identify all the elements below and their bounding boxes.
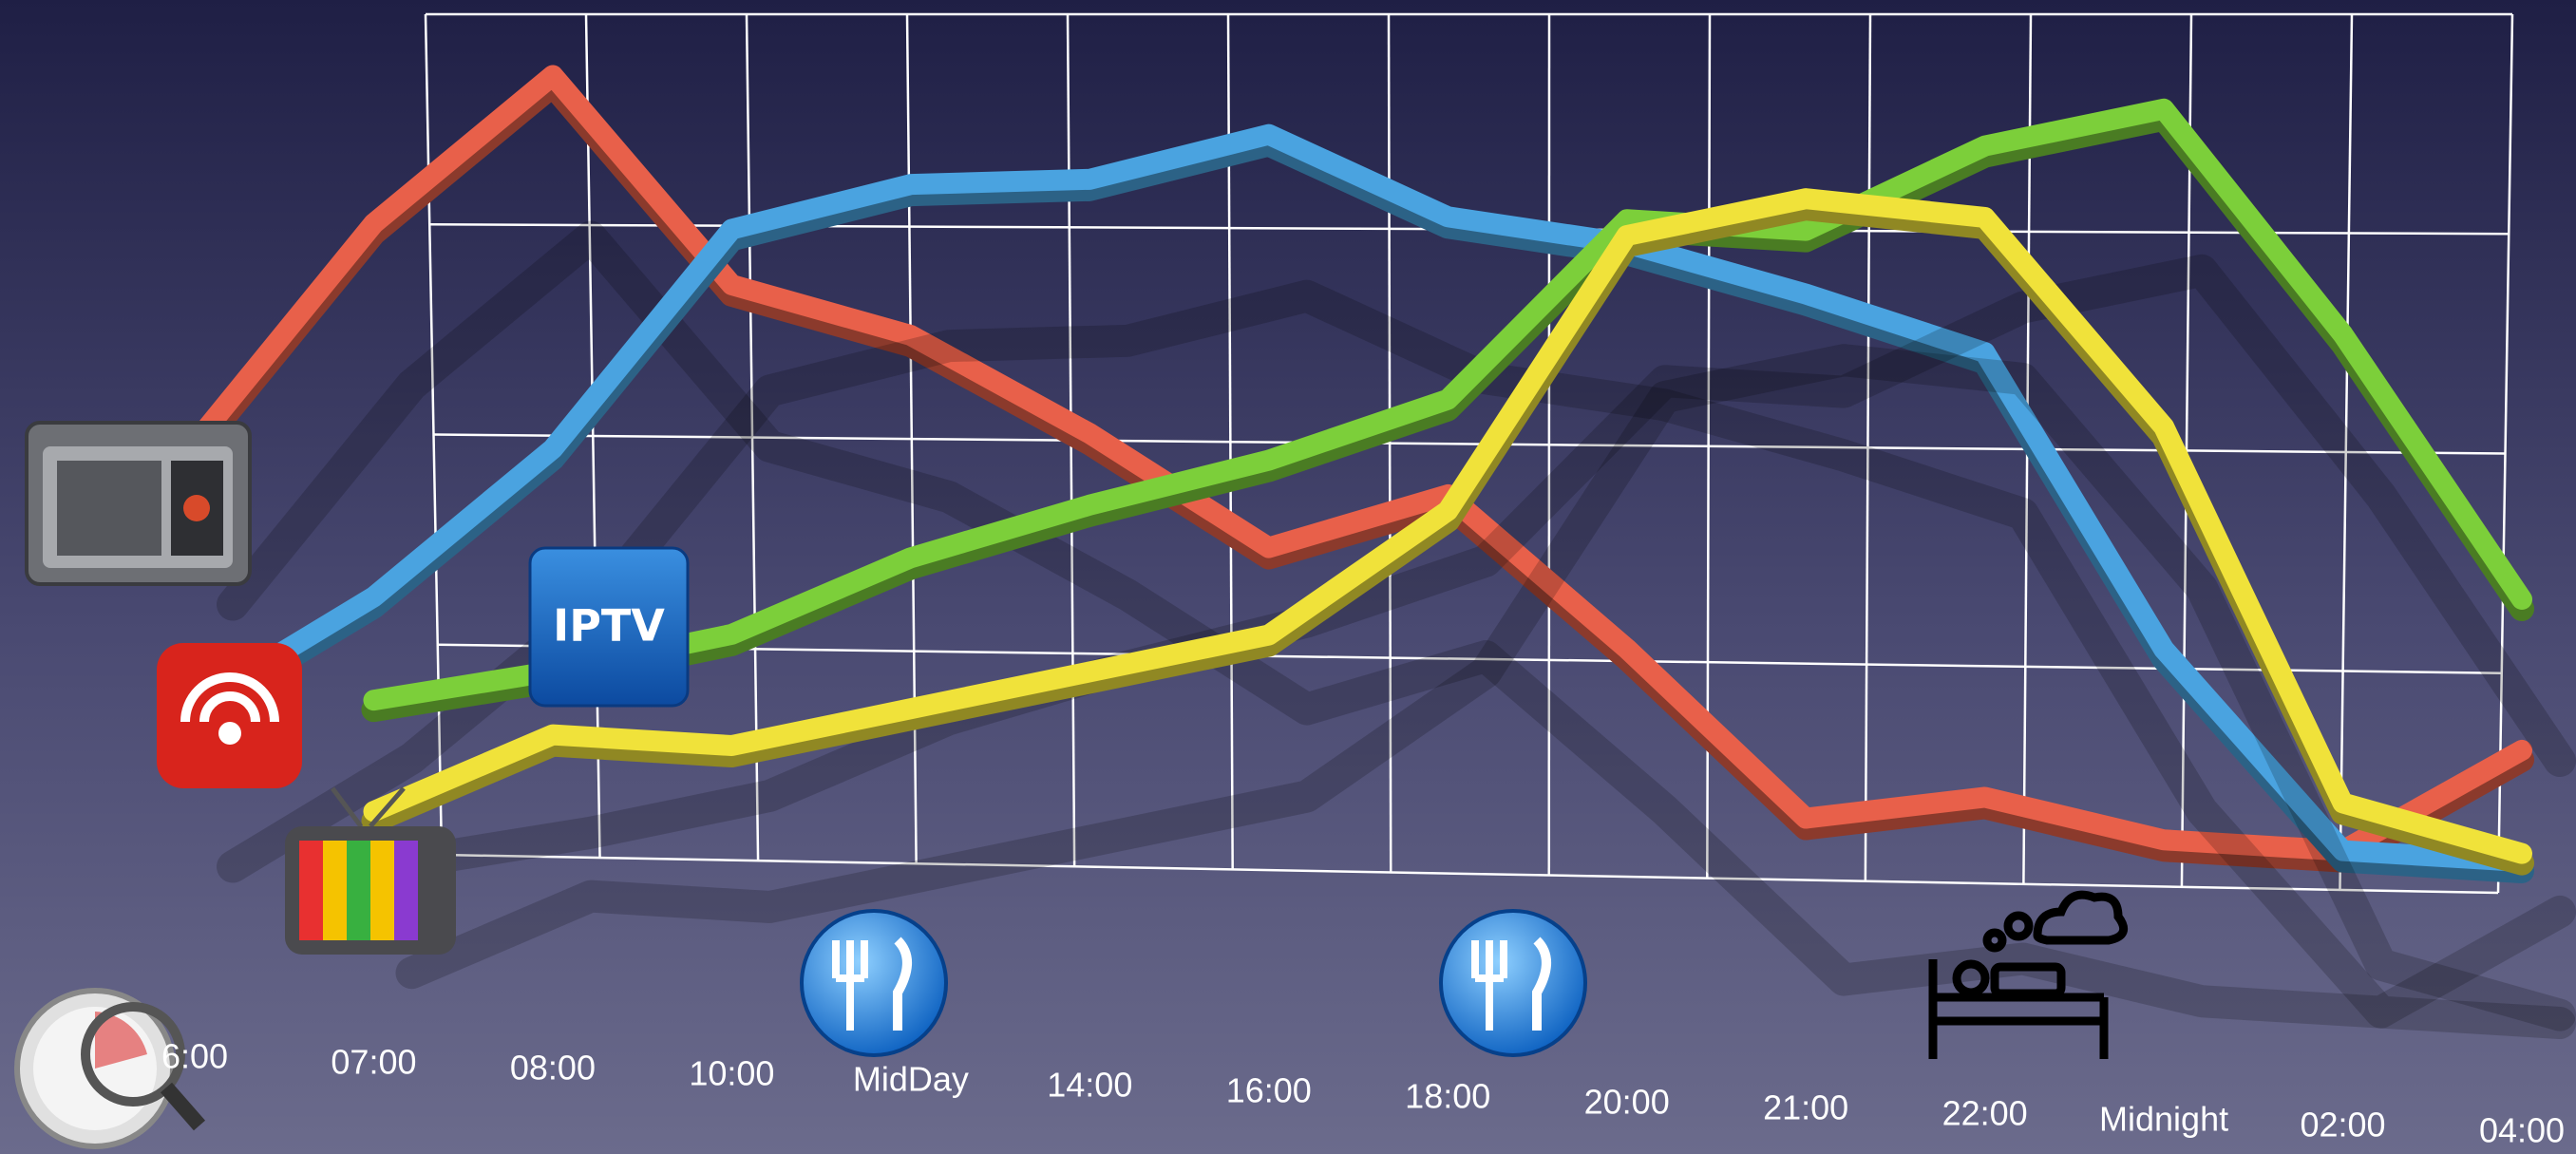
series-line bbox=[363, 188, 2532, 864]
internet-radio-icon bbox=[157, 643, 302, 788]
series-shadow bbox=[395, 344, 2576, 1031]
x-tick-label: Midnight bbox=[2099, 1100, 2228, 1139]
series-line bbox=[184, 65, 2532, 861]
tv-icon bbox=[285, 786, 456, 955]
radio-icon bbox=[25, 421, 252, 586]
x-tick-label: 22:00 bbox=[1942, 1094, 2028, 1133]
iptv-label: IPTV bbox=[553, 600, 665, 652]
iptv-icon: IPTV bbox=[528, 546, 690, 708]
x-tick-label: 20:00 bbox=[1584, 1083, 1670, 1122]
x-tick-label: 08:00 bbox=[510, 1049, 596, 1088]
plot-area bbox=[182, 65, 2576, 1039]
meal-icon bbox=[1439, 909, 1587, 1057]
sleep-icon bbox=[1928, 890, 2129, 1059]
x-axis: 6:00 07:00 08:00 10:00 MidDay 14:00 16:00 18:00… bbox=[161, 1037, 2565, 1150]
x-tick-label: 16:00 bbox=[1226, 1071, 1312, 1110]
series-shadow bbox=[395, 254, 2576, 879]
meal-icon bbox=[800, 909, 948, 1057]
x-tick-label: MidDay bbox=[853, 1060, 969, 1099]
series-shadow bbox=[217, 220, 2576, 1029]
grid-row bbox=[441, 853, 2499, 895]
series-line bbox=[184, 123, 2532, 872]
x-tick-label: 18:00 bbox=[1405, 1077, 1490, 1116]
x-tick-label: 6:00 bbox=[161, 1037, 228, 1076]
x-tick-label: 04:00 bbox=[2479, 1111, 2565, 1150]
stopwatch-icon bbox=[14, 988, 206, 1149]
x-tick-label: 10:00 bbox=[689, 1054, 774, 1093]
x-tick-label: 02:00 bbox=[2300, 1106, 2385, 1145]
series-line bbox=[363, 98, 2532, 711]
x-tick-label: 21:00 bbox=[1763, 1088, 1848, 1127]
x-tick-label: 07:00 bbox=[331, 1043, 416, 1082]
x-tick-label: 14:00 bbox=[1047, 1066, 1132, 1105]
